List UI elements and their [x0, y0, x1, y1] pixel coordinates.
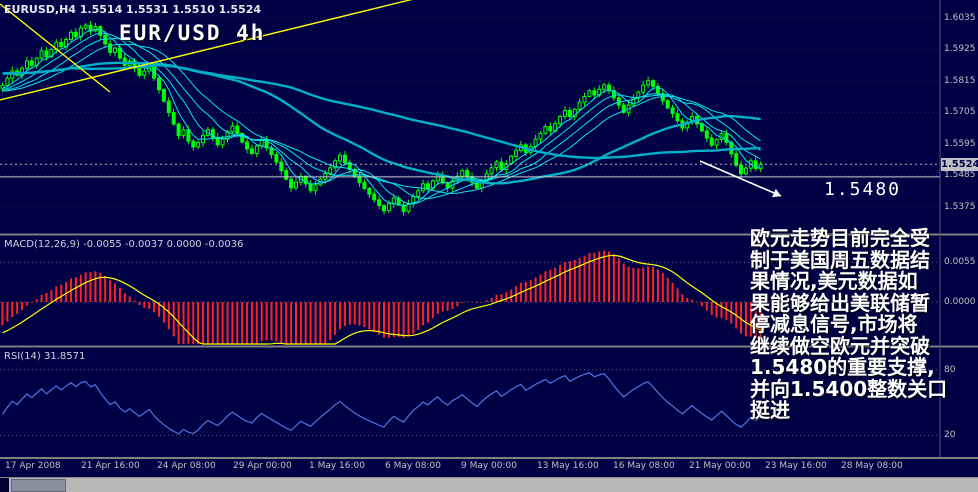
chart-title-ohlc: EURUSD,H4 1.5514 1.5531 1.5510 1.5524 — [4, 3, 262, 16]
time-axis-label: 16 May 08:00 — [613, 461, 675, 471]
rsi-scale-label: 20 — [944, 430, 956, 441]
time-axis-label: 28 May 08:00 — [841, 461, 903, 471]
rsi-scale-label: 80 — [944, 364, 956, 375]
time-axis-label: 1 May 16:00 — [309, 461, 365, 471]
analysis-text-line: 果情况,美元数据如 — [750, 269, 918, 293]
time-axis[interactable]: 17 Apr 2008 21 Apr 16:00 24 Apr 08:00 29 Ap… — [0, 459, 978, 477]
current-price-tag: 1.5524 — [941, 157, 978, 171]
macd-scale-label: 0.0055 — [944, 257, 976, 268]
price-scale-label: 1.5705 — [944, 107, 976, 118]
analysis-text-line: 继续做空欧元并突破 — [750, 333, 930, 358]
time-axis-label: 21 May 00:00 — [689, 461, 751, 471]
price-scale-label: 1.5925 — [944, 44, 976, 55]
macd-scale-label: 0.0000 — [944, 297, 976, 307]
analysis-text-line: 欧元走势目前完全受 — [750, 226, 930, 250]
price-scale[interactable]: 1.6035 1.5925 1.5815 1.5705 1.5595 1.5485 1.53… — [940, 0, 978, 459]
support-price-note: 1.5480 — [824, 179, 902, 200]
price-scale-label: 1.6035 — [944, 13, 976, 23]
analysis-annotation-block: 欧元走势目前完全受 制于美国周五数据结 果情况,美元数据如 果能够给出美联储暂 停减息信… — [750, 226, 978, 422]
time-axis-label: 6 May 08:00 — [385, 461, 441, 471]
time-axis-label: 29 Apr 00:00 — [233, 461, 292, 471]
analysis-text-line: 挺进 — [750, 398, 790, 422]
time-axis-label: 21 Apr 16:00 — [81, 461, 140, 471]
time-axis-label: 13 May 16:00 — [537, 461, 599, 471]
scrollbar-thumb[interactable] — [11, 479, 66, 492]
analysis-text-line: 停减息信号,市场将 — [750, 312, 918, 336]
macd-indicator-label: MACD(12,26,9) -0.0055 -0.0037 0.0000 -0.… — [4, 239, 244, 250]
time-axis-label: 9 May 00:00 — [461, 461, 517, 471]
horizontal-scrollbar[interactable] — [0, 477, 978, 492]
price-scale-label: 1.5815 — [944, 75, 976, 86]
price-scale-label: 1.5375 — [944, 201, 976, 212]
price-scale-label: 1.5595 — [944, 138, 976, 149]
time-axis-label: 17 Apr 2008 — [5, 461, 61, 471]
symbol-timeframe-label: EUR/USD 4h — [119, 21, 266, 45]
analysis-text-line: 制于美国周五数据结 — [750, 247, 930, 272]
time-axis-label: 24 Apr 08:00 — [157, 461, 216, 471]
rsi-indicator-label: RSI(14) 31.8571 — [4, 351, 86, 362]
time-axis-label: 23 May 16:00 — [765, 461, 827, 471]
analysis-text-line: 果能够给出美联储暂 — [750, 290, 930, 315]
analysis-text-line: 并向1.5400整数关口 — [750, 376, 948, 401]
analysis-text-line: 1.5480的重要支撑, — [750, 355, 935, 379]
scrollbar-notch — [0, 478, 9, 492]
price-scale-label: 1.5485 — [944, 170, 976, 181]
